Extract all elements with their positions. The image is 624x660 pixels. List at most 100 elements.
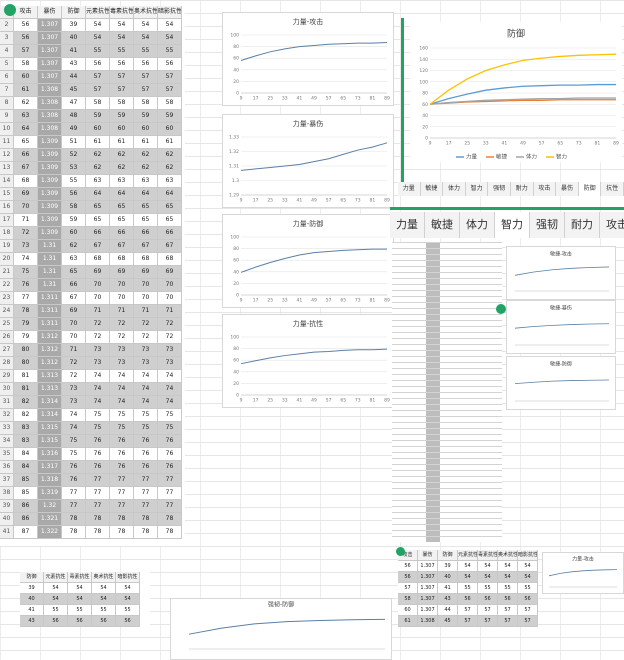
sheet-tab[interactable]: 体力 (443, 182, 466, 196)
cell: 57 (158, 84, 182, 97)
sheet-tab[interactable]: 智力 (465, 182, 489, 196)
sheet-tab[interactable]: 力量 (390, 212, 425, 238)
cell: 66 (110, 227, 134, 240)
sheet-tab[interactable]: 智力 (495, 212, 530, 238)
sheet-tab[interactable]: 暴伤 (556, 182, 579, 196)
x-tick-label: 73 (355, 398, 361, 404)
cell: 76 (110, 461, 134, 474)
sheet-tab[interactable]: 攻击 (600, 212, 624, 238)
cell: 70 (62, 331, 86, 344)
cell: 1.308 (38, 123, 62, 136)
y-tick-label: 20 (233, 79, 239, 85)
cell: 57 (110, 84, 134, 97)
cell: 70 (62, 318, 86, 331)
y-tick-label: 100 (230, 33, 239, 39)
cell: 77 (110, 487, 134, 500)
cell: 1.311 (38, 292, 62, 305)
cell: 72 (158, 331, 182, 344)
cell: 56 (116, 616, 140, 627)
cell: 63 (110, 175, 134, 188)
cell: 66 (158, 227, 182, 240)
cell: 70 (134, 292, 158, 305)
cell: 54 (116, 594, 140, 605)
selection-bar (390, 207, 624, 210)
sheet-tab[interactable]: 耐力 (565, 212, 600, 238)
sheet-tab[interactable]: 体力 (460, 212, 495, 238)
cell: 61 (14, 84, 38, 97)
cell: 55 (86, 45, 110, 58)
row-number: 23 (0, 292, 14, 305)
column-header: 暗影抗性 (158, 6, 182, 19)
chart: 敏捷-防御 (514, 361, 610, 402)
row-number: 24 (0, 305, 14, 318)
cell: 58 (134, 97, 158, 110)
cell: 65 (110, 201, 134, 214)
cell: 77 (134, 474, 158, 487)
cell: 71 (158, 305, 182, 318)
cell: 69 (14, 188, 38, 201)
y-tick-label: 60 (422, 102, 428, 108)
cell: 62 (110, 162, 134, 175)
sheet-tab[interactable]: 抗性 (601, 182, 624, 196)
cell: 64 (86, 188, 110, 201)
y-tick-label: 120 (419, 68, 428, 74)
cell: 56 (498, 594, 518, 605)
cell: 73 (134, 344, 158, 357)
x-tick-label: 57 (326, 398, 332, 404)
sheet-tab[interactable]: 强韧 (530, 212, 565, 238)
cell: 73 (86, 357, 110, 370)
cell: 81 (14, 383, 38, 396)
cell: 43 (438, 594, 458, 605)
x-tick-label: 17 (253, 198, 259, 204)
x-tick-label: 33 (282, 96, 288, 102)
sheet-tab[interactable]: 耐力 (511, 182, 534, 196)
chart-title: 力量-攻击 (293, 17, 324, 26)
sheet-tab[interactable]: 攻击 (533, 182, 557, 196)
row-number: 31 (0, 396, 14, 409)
sheet-tab[interactable]: 力量 (398, 182, 421, 196)
cell: 1.31 (38, 266, 62, 279)
cell: 1.316 (38, 448, 62, 461)
chart-box: 力量-攻击 (542, 552, 624, 594)
cell: 65 (110, 214, 134, 227)
x-tick-label: 33 (282, 398, 288, 404)
cell: 64 (158, 188, 182, 201)
cell: 68 (14, 175, 38, 188)
sheet-tab[interactable]: 敏捷 (425, 212, 460, 238)
x-tick-label: 41 (297, 298, 303, 304)
cell: 64 (14, 123, 38, 136)
cell: 76 (86, 435, 110, 448)
cell: 74 (86, 383, 110, 396)
chart: 强韧-防御 (188, 601, 386, 650)
x-tick-label: 33 (483, 141, 489, 147)
cell: 59 (62, 214, 86, 227)
x-tick-label: 9 (240, 398, 243, 404)
cell: 49 (62, 123, 86, 136)
cell: 73 (134, 357, 158, 370)
cell: 56 (158, 58, 182, 71)
cell: 1.309 (38, 149, 62, 162)
sheet-tab[interactable]: 敏捷 (420, 182, 444, 196)
data-line (514, 323, 610, 329)
chart-box: 力量-抗性 0 20 40 60 80 100 9 17 25 33 41 49 57 65 73 81 89 (222, 314, 394, 408)
sheet-tab[interactable]: 防御 (578, 182, 602, 196)
cell: 73 (158, 344, 182, 357)
cell: 54 (498, 561, 518, 572)
cell: 78 (62, 513, 86, 526)
column-header: 奥术抗性 (498, 550, 518, 561)
row-number: 30 (0, 383, 14, 396)
x-tick-label: 17 (446, 141, 452, 147)
cell: 54 (134, 32, 158, 45)
x-tick-label: 49 (311, 96, 317, 102)
cell: 76 (134, 448, 158, 461)
sheet-tab[interactable]: 强韧 (488, 182, 511, 196)
legend-label: 体力 (526, 153, 537, 161)
cell: 73 (110, 344, 134, 357)
column-header: 毒素抗性 (110, 6, 134, 19)
cell: 55 (68, 605, 92, 616)
cell: 54 (44, 594, 68, 605)
cell: 77 (14, 292, 38, 305)
x-tick-label: 49 (311, 398, 317, 404)
column-header: 毒素抗性 (478, 550, 498, 561)
cell: 65 (62, 266, 86, 279)
